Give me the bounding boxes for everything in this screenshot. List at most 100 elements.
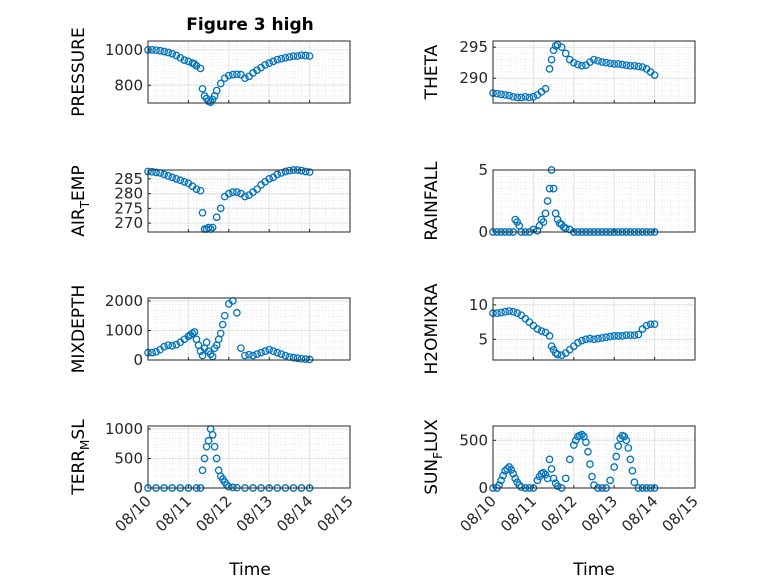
y-tick-label: 0 xyxy=(478,223,488,241)
data-point xyxy=(210,442,219,451)
data-point xyxy=(233,188,241,196)
x-axis-label-right: Time xyxy=(572,560,615,580)
data-point xyxy=(148,348,156,357)
data-point xyxy=(241,192,249,201)
data-point xyxy=(269,347,278,355)
data-point xyxy=(561,224,570,233)
y-tick-label: 285 xyxy=(114,170,143,188)
data-point xyxy=(285,53,294,61)
data-point xyxy=(289,52,298,60)
data-point xyxy=(533,226,542,235)
series-markers xyxy=(144,297,314,364)
data-point xyxy=(590,55,598,64)
y-axis-label: THETA xyxy=(422,44,442,100)
data-point xyxy=(513,309,522,318)
data-point xyxy=(305,355,314,364)
data-point xyxy=(281,53,290,62)
data-point xyxy=(176,176,185,185)
data-point xyxy=(168,341,177,350)
data-point xyxy=(606,59,615,68)
data-point xyxy=(196,64,205,73)
data-point xyxy=(517,483,526,491)
data-point xyxy=(228,483,237,492)
y-tick-label: 280 xyxy=(114,185,143,203)
data-point xyxy=(297,354,306,363)
data-point xyxy=(172,340,181,349)
data-point xyxy=(281,167,290,176)
y-tick-label: 5 xyxy=(478,330,488,348)
data-point xyxy=(160,170,169,179)
data-point xyxy=(204,436,213,445)
y-tick-label: 10 xyxy=(469,296,488,314)
data-point xyxy=(253,350,261,358)
y-axis-label: SUNFLUX xyxy=(422,419,445,495)
data-point xyxy=(521,92,530,101)
data-point xyxy=(533,325,542,333)
y-tick-label: 0 xyxy=(133,351,143,369)
data-point xyxy=(241,351,249,360)
data-point xyxy=(529,225,538,234)
data-point xyxy=(172,175,181,183)
data-point xyxy=(602,58,610,67)
data-point xyxy=(180,56,189,64)
data-point xyxy=(557,43,566,52)
data-point xyxy=(630,331,639,340)
data-point xyxy=(513,218,522,226)
data-point xyxy=(160,342,169,351)
data-point xyxy=(553,350,562,359)
data-point xyxy=(501,307,509,316)
data-point xyxy=(218,320,227,329)
data-point xyxy=(614,332,623,340)
data-point xyxy=(584,447,592,456)
data-point xyxy=(586,334,594,343)
data-point xyxy=(628,466,637,475)
data-point xyxy=(541,470,550,479)
data-point xyxy=(220,311,229,320)
subplot-6: 5 10 H2OMIXRA xyxy=(422,283,696,375)
x-axis-label-left: Time xyxy=(228,560,271,580)
data-point xyxy=(285,166,294,175)
data-point xyxy=(497,90,505,99)
data-point xyxy=(493,89,501,98)
y-axis-label-subscript: T xyxy=(78,200,92,209)
data-point xyxy=(233,308,241,317)
data-point xyxy=(549,474,558,483)
y-axis-label-part: LUX xyxy=(422,419,442,452)
y-tick-label: 270 xyxy=(114,214,143,232)
data-point xyxy=(216,329,225,338)
data-point xyxy=(168,173,177,182)
data-point xyxy=(610,463,619,471)
data-point xyxy=(618,332,627,340)
axes-box xyxy=(147,169,351,233)
data-point xyxy=(549,46,558,55)
data-point xyxy=(188,329,197,338)
data-point xyxy=(569,58,578,67)
y-tick-label: 1000 xyxy=(105,420,143,438)
y-axis-label: TERRMSL xyxy=(69,419,92,496)
data-point xyxy=(184,57,193,66)
data-point xyxy=(561,474,570,483)
y-axis-label-part: EMP xyxy=(69,165,89,201)
y-tick-label: 500 xyxy=(459,431,488,449)
y-tick-label: 5 xyxy=(478,161,488,179)
data-point xyxy=(200,454,209,463)
axes-box xyxy=(147,425,351,489)
data-point xyxy=(212,86,221,95)
data-point xyxy=(204,223,213,232)
data-point xyxy=(578,61,586,70)
data-point xyxy=(190,328,199,336)
data-point xyxy=(598,58,606,66)
data-point xyxy=(513,93,522,102)
data-point xyxy=(273,55,282,64)
data-point xyxy=(212,213,221,222)
data-point xyxy=(293,52,302,60)
subplot-2: 290 295 THETA xyxy=(422,38,696,104)
data-point xyxy=(578,430,586,439)
data-point xyxy=(148,167,156,176)
data-point xyxy=(569,441,578,449)
data-point xyxy=(497,476,505,485)
data-point xyxy=(503,465,511,473)
data-point xyxy=(543,197,552,205)
data-point xyxy=(505,91,514,100)
y-tick-label: 295 xyxy=(459,38,488,56)
